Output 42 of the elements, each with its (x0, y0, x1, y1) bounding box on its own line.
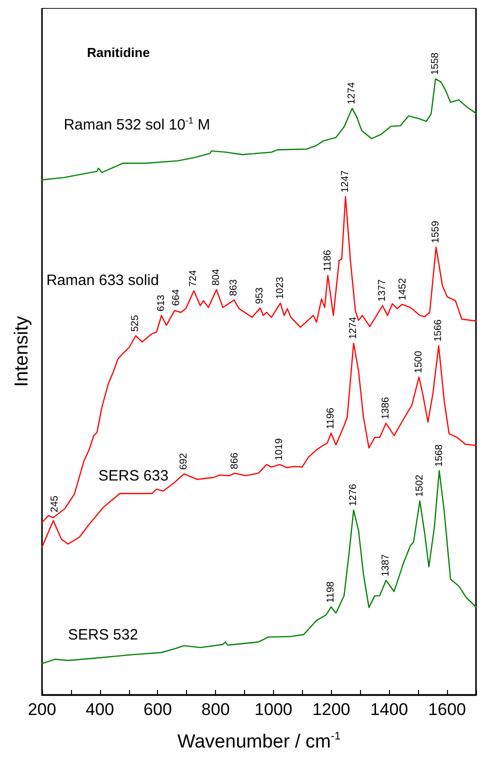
x-tick-label: 800 (201, 700, 230, 719)
annotation: 724 (188, 270, 200, 287)
x-tick-label: 200 (28, 700, 56, 719)
x-tick-label: 1400 (370, 700, 408, 719)
x-tick-label: 1600 (428, 700, 466, 719)
y-axis-title: Intensity (12, 316, 32, 387)
annotation: 953 (254, 286, 266, 304)
series-label: SERS 633 (98, 468, 168, 485)
series-label: SERS 532 (68, 626, 138, 644)
annotation: 664 (170, 288, 182, 306)
annotation: 1452 (398, 278, 409, 300)
annotation: 1274 (346, 82, 358, 104)
annotation: 1558 (430, 52, 441, 75)
chart-title: Ranitidine (87, 45, 150, 60)
series-label: Raman 633 solid (46, 272, 159, 290)
annotation: 1196 (326, 407, 337, 430)
annotation: 1276 (348, 483, 360, 506)
annotation: 1386 (380, 396, 392, 420)
x-tick-label: 1000 (254, 700, 292, 719)
annotation: 1186 (322, 249, 334, 272)
annotation: 1274 (348, 316, 360, 340)
annotation: 1198 (326, 580, 337, 603)
x-tick-label: 600 (144, 700, 172, 719)
x-tick-label: 1200 (312, 700, 350, 719)
annotation: 1377 (377, 278, 388, 302)
annotation: 525 (130, 314, 142, 332)
annotation: 245 (50, 495, 61, 512)
annotation: 1023 (274, 276, 286, 300)
annotation: 863 (228, 278, 240, 296)
annotation: 1568 (434, 444, 445, 467)
annotation: 1502 (414, 474, 426, 497)
annotation: 1559 (430, 220, 442, 244)
annotation: 1247 (340, 170, 352, 193)
annotation: 1019 (274, 438, 286, 461)
x-tick-label: 400 (86, 700, 114, 719)
annotation: 1387 (380, 554, 392, 576)
annotation: 1566 (433, 318, 444, 342)
annotation: 613 (156, 294, 167, 312)
annotation: 1500 (414, 350, 424, 374)
annotation: 866 (229, 452, 240, 470)
annotation: 804 (210, 268, 222, 286)
annotation: 692 (178, 452, 190, 470)
